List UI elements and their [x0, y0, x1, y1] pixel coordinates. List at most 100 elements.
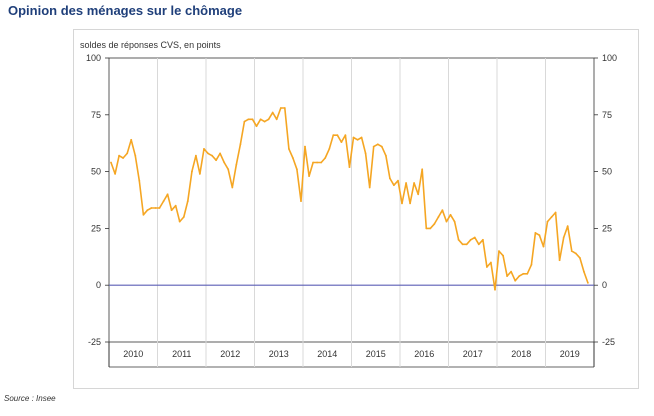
data-point — [142, 213, 145, 216]
data-point — [530, 263, 533, 266]
data-point — [356, 138, 359, 141]
data-point — [352, 136, 355, 139]
data-point — [332, 134, 335, 137]
data-point — [461, 243, 464, 246]
data-point — [186, 200, 189, 203]
data-point — [162, 200, 165, 203]
data-point — [320, 161, 323, 164]
data-point — [154, 207, 157, 209]
data-point — [138, 179, 141, 182]
data-point — [558, 259, 561, 262]
data-point — [199, 173, 201, 175]
data-point — [502, 254, 504, 257]
data-point — [296, 168, 298, 171]
data-point — [312, 161, 314, 164]
y-tick-label-left: -25 — [88, 337, 101, 347]
data-point — [235, 163, 238, 166]
data-point — [562, 236, 565, 239]
data-point — [534, 232, 537, 234]
data-point — [207, 152, 209, 155]
data-point — [583, 270, 585, 273]
data-point — [518, 275, 521, 277]
data-point — [445, 220, 448, 223]
series-line — [110, 107, 589, 291]
data-point — [231, 186, 234, 189]
data-point — [368, 186, 371, 189]
data-point — [360, 136, 363, 139]
data-point — [566, 225, 569, 228]
x-tick-label: 2010 — [123, 349, 143, 359]
data-point — [263, 120, 266, 123]
data-point — [498, 250, 500, 253]
x-tick-label: 2014 — [317, 349, 337, 359]
data-point — [227, 168, 230, 171]
data-point — [239, 143, 242, 146]
source-note: Source : Insee — [4, 394, 56, 403]
y-tick-label-right: 75 — [602, 110, 612, 120]
y-tick-label-right: 100 — [602, 53, 617, 63]
data-point — [437, 216, 440, 218]
data-point — [473, 236, 476, 239]
data-point — [292, 157, 294, 159]
data-point — [393, 184, 395, 187]
data-point — [587, 282, 589, 284]
data-point — [538, 234, 541, 237]
data-point — [247, 118, 250, 121]
x-tick-label: 2016 — [414, 349, 434, 359]
data-point — [283, 107, 286, 109]
chart-title: Opinion des ménages sur le chômage — [8, 3, 243, 18]
data-point — [433, 223, 436, 225]
data-point — [267, 118, 270, 121]
data-point — [546, 220, 549, 223]
data-point — [288, 148, 290, 150]
data-point — [170, 209, 173, 212]
data-point — [255, 125, 258, 128]
data-point — [300, 200, 302, 203]
data-point — [271, 111, 274, 114]
data-point — [304, 145, 306, 148]
data-point — [429, 227, 432, 230]
data-point — [477, 243, 480, 246]
data-point — [364, 152, 367, 155]
data-point — [510, 270, 512, 273]
data-point — [413, 182, 415, 184]
data-point — [486, 266, 488, 268]
y-tick-label-right: 25 — [602, 223, 612, 233]
x-tick-label: 2019 — [560, 349, 580, 359]
data-point — [150, 207, 153, 209]
data-point — [506, 275, 508, 277]
data-point — [441, 209, 444, 212]
data-point — [380, 145, 383, 148]
y-tick-label-right: 50 — [602, 167, 612, 177]
data-point — [397, 179, 399, 182]
data-point — [158, 207, 161, 209]
y-tick-label-left: 0 — [96, 280, 101, 290]
data-point — [453, 220, 456, 223]
data-point — [469, 238, 472, 241]
data-point — [554, 211, 557, 214]
data-point — [550, 216, 553, 218]
data-point — [376, 143, 379, 146]
data-point — [389, 177, 391, 180]
data-point — [308, 175, 310, 178]
x-tick-label: 2012 — [220, 349, 240, 359]
data-point — [514, 279, 517, 282]
data-point — [126, 152, 129, 155]
data-point — [243, 120, 246, 123]
data-point — [570, 250, 573, 253]
data-point — [465, 243, 468, 246]
data-point — [223, 161, 226, 164]
data-point — [182, 216, 185, 218]
y-tick-label-right: -25 — [602, 337, 615, 347]
chart-panel — [73, 29, 639, 389]
data-point — [344, 134, 347, 137]
data-point — [279, 107, 282, 109]
data-point — [579, 257, 581, 259]
data-point — [490, 261, 492, 264]
data-point — [421, 168, 424, 171]
x-tick-label: 2013 — [269, 349, 289, 359]
data-point — [211, 154, 214, 157]
data-point — [401, 202, 403, 205]
data-point — [409, 202, 411, 205]
y-axis-label: soldes de réponses CVS, en points — [80, 40, 221, 50]
